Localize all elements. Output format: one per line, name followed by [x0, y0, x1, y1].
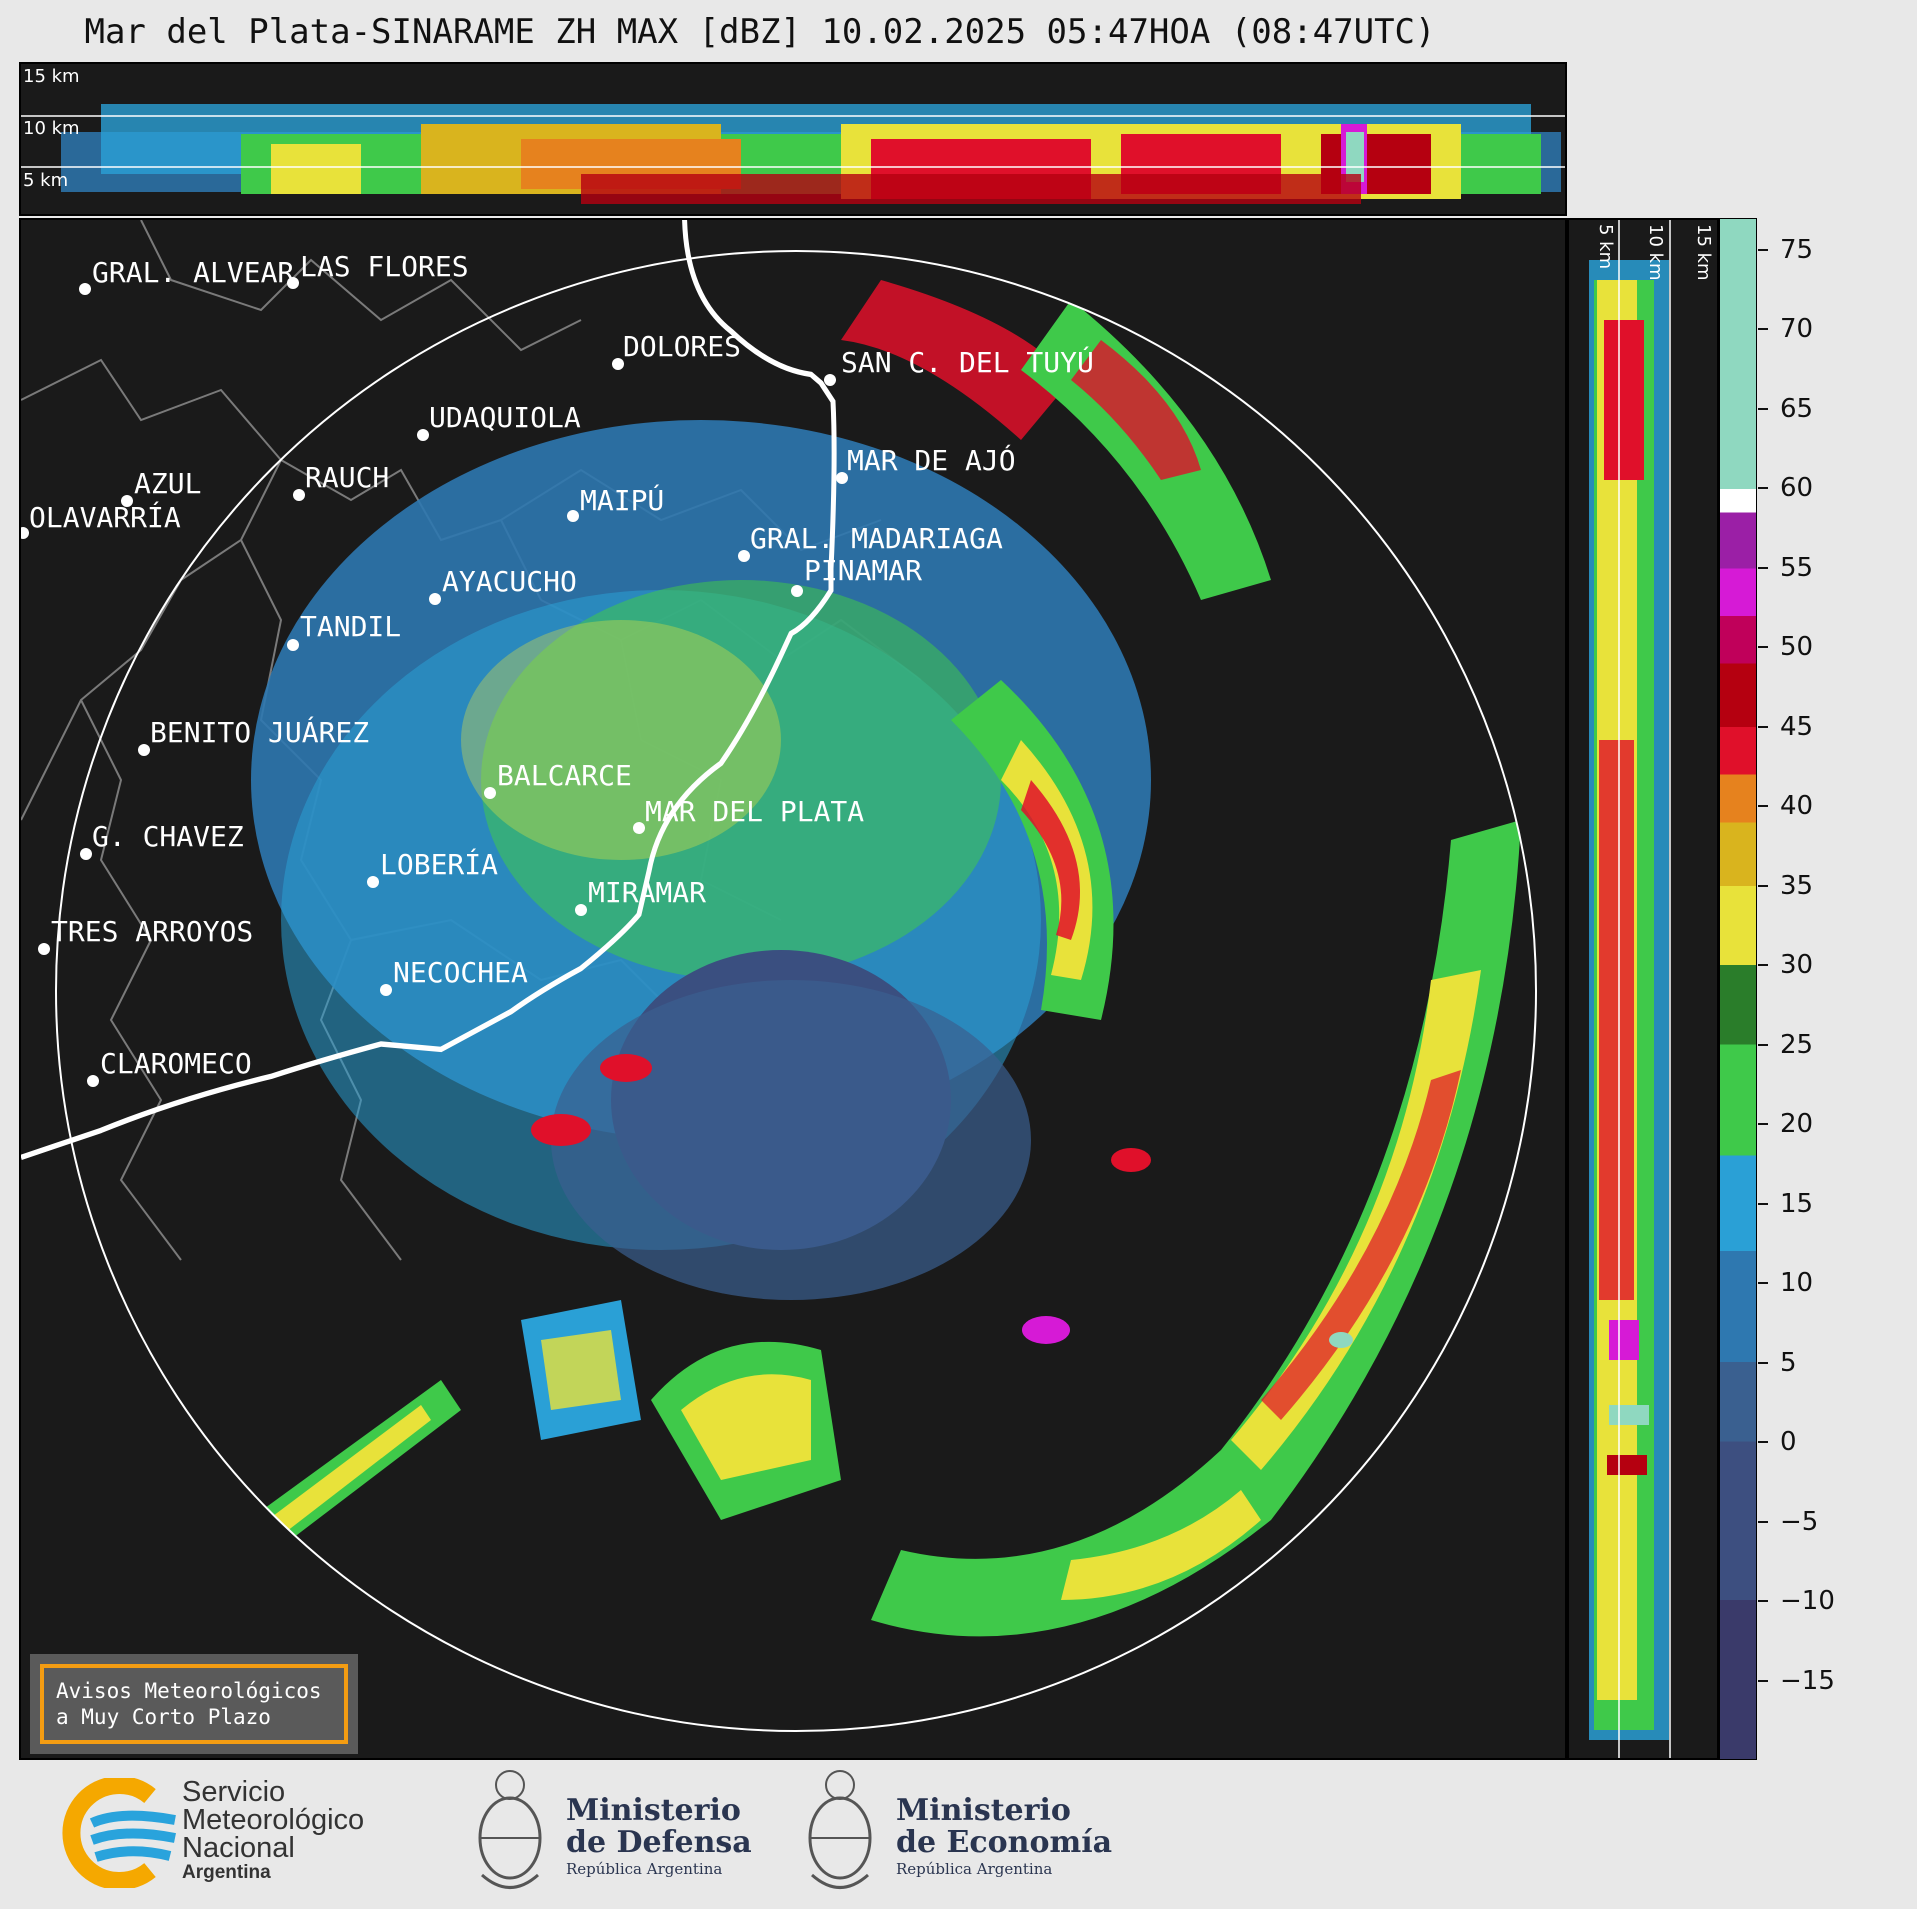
- colorbar-tick-label: 15: [1780, 1188, 1814, 1219]
- warning-line-1: Avisos Meteorológicos: [56, 1679, 322, 1703]
- colorbar-tick-mark: [1758, 646, 1768, 649]
- colorbar-tick-label: 0: [1780, 1427, 1797, 1458]
- warning-box: Avisos Meteorológicos a Muy Corto Plazo: [30, 1654, 358, 1754]
- colorbar-tick-label: −10: [1780, 1586, 1835, 1617]
- defensa-line-3: República Argentina: [566, 1860, 723, 1878]
- smn-line-1: Servicio: [182, 1776, 286, 1808]
- colorbar-tick-label: 50: [1780, 632, 1814, 663]
- economia-line-2: de Economía: [896, 1825, 1113, 1860]
- city-label-mar-del-plata: MAR DEL PLATA: [645, 795, 864, 828]
- warning-box-frame: Avisos Meteorológicos a Muy Corto Plazo: [40, 1664, 348, 1744]
- colorbar-tick-label: 5: [1780, 1347, 1797, 1378]
- economia-logo-text: Ministerio de Economía República Argenti…: [896, 1795, 1112, 1879]
- city-label-miramar: MIRAMAR: [588, 876, 706, 909]
- city-label-rauch: RAUCH: [305, 461, 389, 494]
- city-label-gral-alvear: GRAL. ALVEAR: [92, 256, 294, 289]
- city-label-san-c-del-tuyu: SAN C. DEL TUYÚ: [841, 345, 1094, 379]
- colorbar-tick-mark: [1758, 1600, 1768, 1603]
- city-label-gral-madariaga: GRAL. MADARIAGA: [750, 522, 1003, 555]
- radar-map-svg: GRAL. ALVEAR LAS FLORES DOLORES SAN C. D…: [21, 220, 1537, 1732]
- city-label-g-chavez: G. CHAVEZ: [92, 820, 244, 853]
- city-label-udaquiola: UDAQUIOLA: [429, 401, 581, 434]
- radar-map: GRAL. ALVEAR LAS FLORES DOLORES SAN C. D…: [19, 218, 1567, 1760]
- smn-logo-text: Servicio Meteorológico Nacional Argentin…: [182, 1778, 364, 1884]
- right-cross-section-svg: [1589, 220, 1671, 1758]
- colorbar-tick-mark: [1758, 487, 1768, 490]
- colorbar-tick-label: −15: [1780, 1665, 1835, 1696]
- colorbar-tick-mark: [1758, 805, 1768, 808]
- colorbar-tick-mark: [1758, 1441, 1768, 1444]
- colorbar-tick-mark: [1758, 1202, 1768, 1205]
- city-label-mar-de-ajo: MAR DE AJÓ: [847, 443, 1016, 477]
- colorbar-tick-mark: [1758, 1282, 1768, 1285]
- smn-logo: [50, 1776, 180, 1890]
- right-height-label-10: 10 km: [1645, 224, 1666, 281]
- defensa-logo-text: Ministerio de Defensa República Argentin…: [566, 1795, 752, 1879]
- city-label-balcarce: BALCARCE: [497, 759, 632, 792]
- colorbar-tick-mark: [1758, 725, 1768, 728]
- economia-emblem-icon: [800, 1760, 880, 1904]
- city-label-dolores: DOLORES: [623, 330, 741, 363]
- city-label-benito-juarez: BENITO JUÁREZ: [150, 715, 369, 749]
- city-label-maipu: MAIPÚ: [580, 483, 664, 517]
- city-label-necochea: NECOCHEA: [393, 956, 528, 989]
- colorbar-tick-mark: [1758, 1361, 1768, 1364]
- colorbar-tick-label: 10: [1780, 1268, 1814, 1299]
- top-height-label-5: 5 km: [23, 170, 69, 191]
- colorbar: [1719, 218, 1757, 1760]
- smn-line-2: Meteorológico: [182, 1804, 365, 1836]
- right-height-label-5: 5 km: [1595, 224, 1616, 270]
- city-label-tandil: TANDIL: [300, 610, 401, 643]
- colorbar-tick-mark: [1758, 566, 1768, 569]
- smn-line-3: Nacional: [182, 1832, 295, 1864]
- range-ring: [55, 250, 1537, 1732]
- city-label-claromeco: CLAROMECO: [100, 1047, 252, 1080]
- colorbar-tick-label: 20: [1780, 1109, 1814, 1140]
- defensa-emblem-icon: [470, 1760, 550, 1904]
- colorbar-tick-label: −5: [1780, 1506, 1819, 1537]
- colorbar-tick-label: 45: [1780, 711, 1814, 742]
- colorbar-tick-mark: [1758, 1123, 1768, 1126]
- colorbar-tick-label: 30: [1780, 950, 1814, 981]
- colorbar-tick-mark: [1758, 964, 1768, 967]
- smn-line-4: Argentina: [182, 1862, 271, 1883]
- colorbar-tick-mark: [1758, 328, 1768, 331]
- colorbar-tick-mark: [1758, 884, 1768, 887]
- city-label-ayacucho: AYACUCHO: [442, 565, 577, 598]
- defensa-line-2: de Defensa: [566, 1825, 752, 1860]
- top-cross-section-svg: [21, 104, 1565, 204]
- economia-line-3: República Argentina: [896, 1860, 1053, 1878]
- colorbar-tick-label: 60: [1780, 473, 1814, 504]
- colorbar-tick-mark: [1758, 407, 1768, 410]
- city-markers: GRAL. ALVEAR LAS FLORES DOLORES SAN C. D…: [21, 250, 1094, 1087]
- colorbar-tick-label: 70: [1780, 314, 1814, 345]
- colorbar-tick-label: 55: [1780, 552, 1814, 583]
- city-label-pinamar: PINAMAR: [804, 554, 922, 587]
- economia-line-1: Ministerio: [896, 1793, 1071, 1828]
- top-height-label-10: 10 km: [23, 118, 80, 139]
- city-label-olavarria: OLAVARRÍA: [29, 500, 181, 534]
- colorbar-tick-mark: [1758, 1520, 1768, 1523]
- colorbar-tick-label: 35: [1780, 870, 1814, 901]
- colorbar-tick-mark: [1758, 1043, 1768, 1046]
- defensa-line-1: Ministerio: [566, 1793, 741, 1828]
- city-label-loberia: LOBERÍA: [380, 847, 498, 881]
- city-label-las-flores: LAS FLORES: [300, 250, 469, 283]
- top-cross-section-panel: 15 km 10 km 5 km: [19, 62, 1567, 216]
- colorbar-tick-label: 65: [1780, 393, 1814, 424]
- right-cross-section-panel: 5 km 10 km 15 km: [1567, 218, 1719, 1760]
- coastline: [21, 220, 837, 1160]
- right-height-label-15: 15 km: [1693, 224, 1714, 281]
- top-height-label-15: 15 km: [23, 66, 80, 87]
- smn-logo-icon: [62, 1776, 176, 1890]
- chart-title: Mar del Plata-SINARAME ZH MAX [dBZ] 10.0…: [84, 12, 1436, 52]
- colorbar-tick-label: 75: [1780, 234, 1814, 265]
- city-label-tres-arroyos: TRES ARROYOS: [51, 915, 253, 948]
- warning-line-2: a Muy Corto Plazo: [56, 1705, 271, 1729]
- colorbar-tick-label: 40: [1780, 791, 1814, 822]
- colorbar-tick-mark: [1758, 248, 1768, 251]
- colorbar-tick-mark: [1758, 1679, 1768, 1682]
- colorbar-tick-label: 25: [1780, 1029, 1814, 1060]
- city-label-azul: AZUL: [134, 467, 201, 500]
